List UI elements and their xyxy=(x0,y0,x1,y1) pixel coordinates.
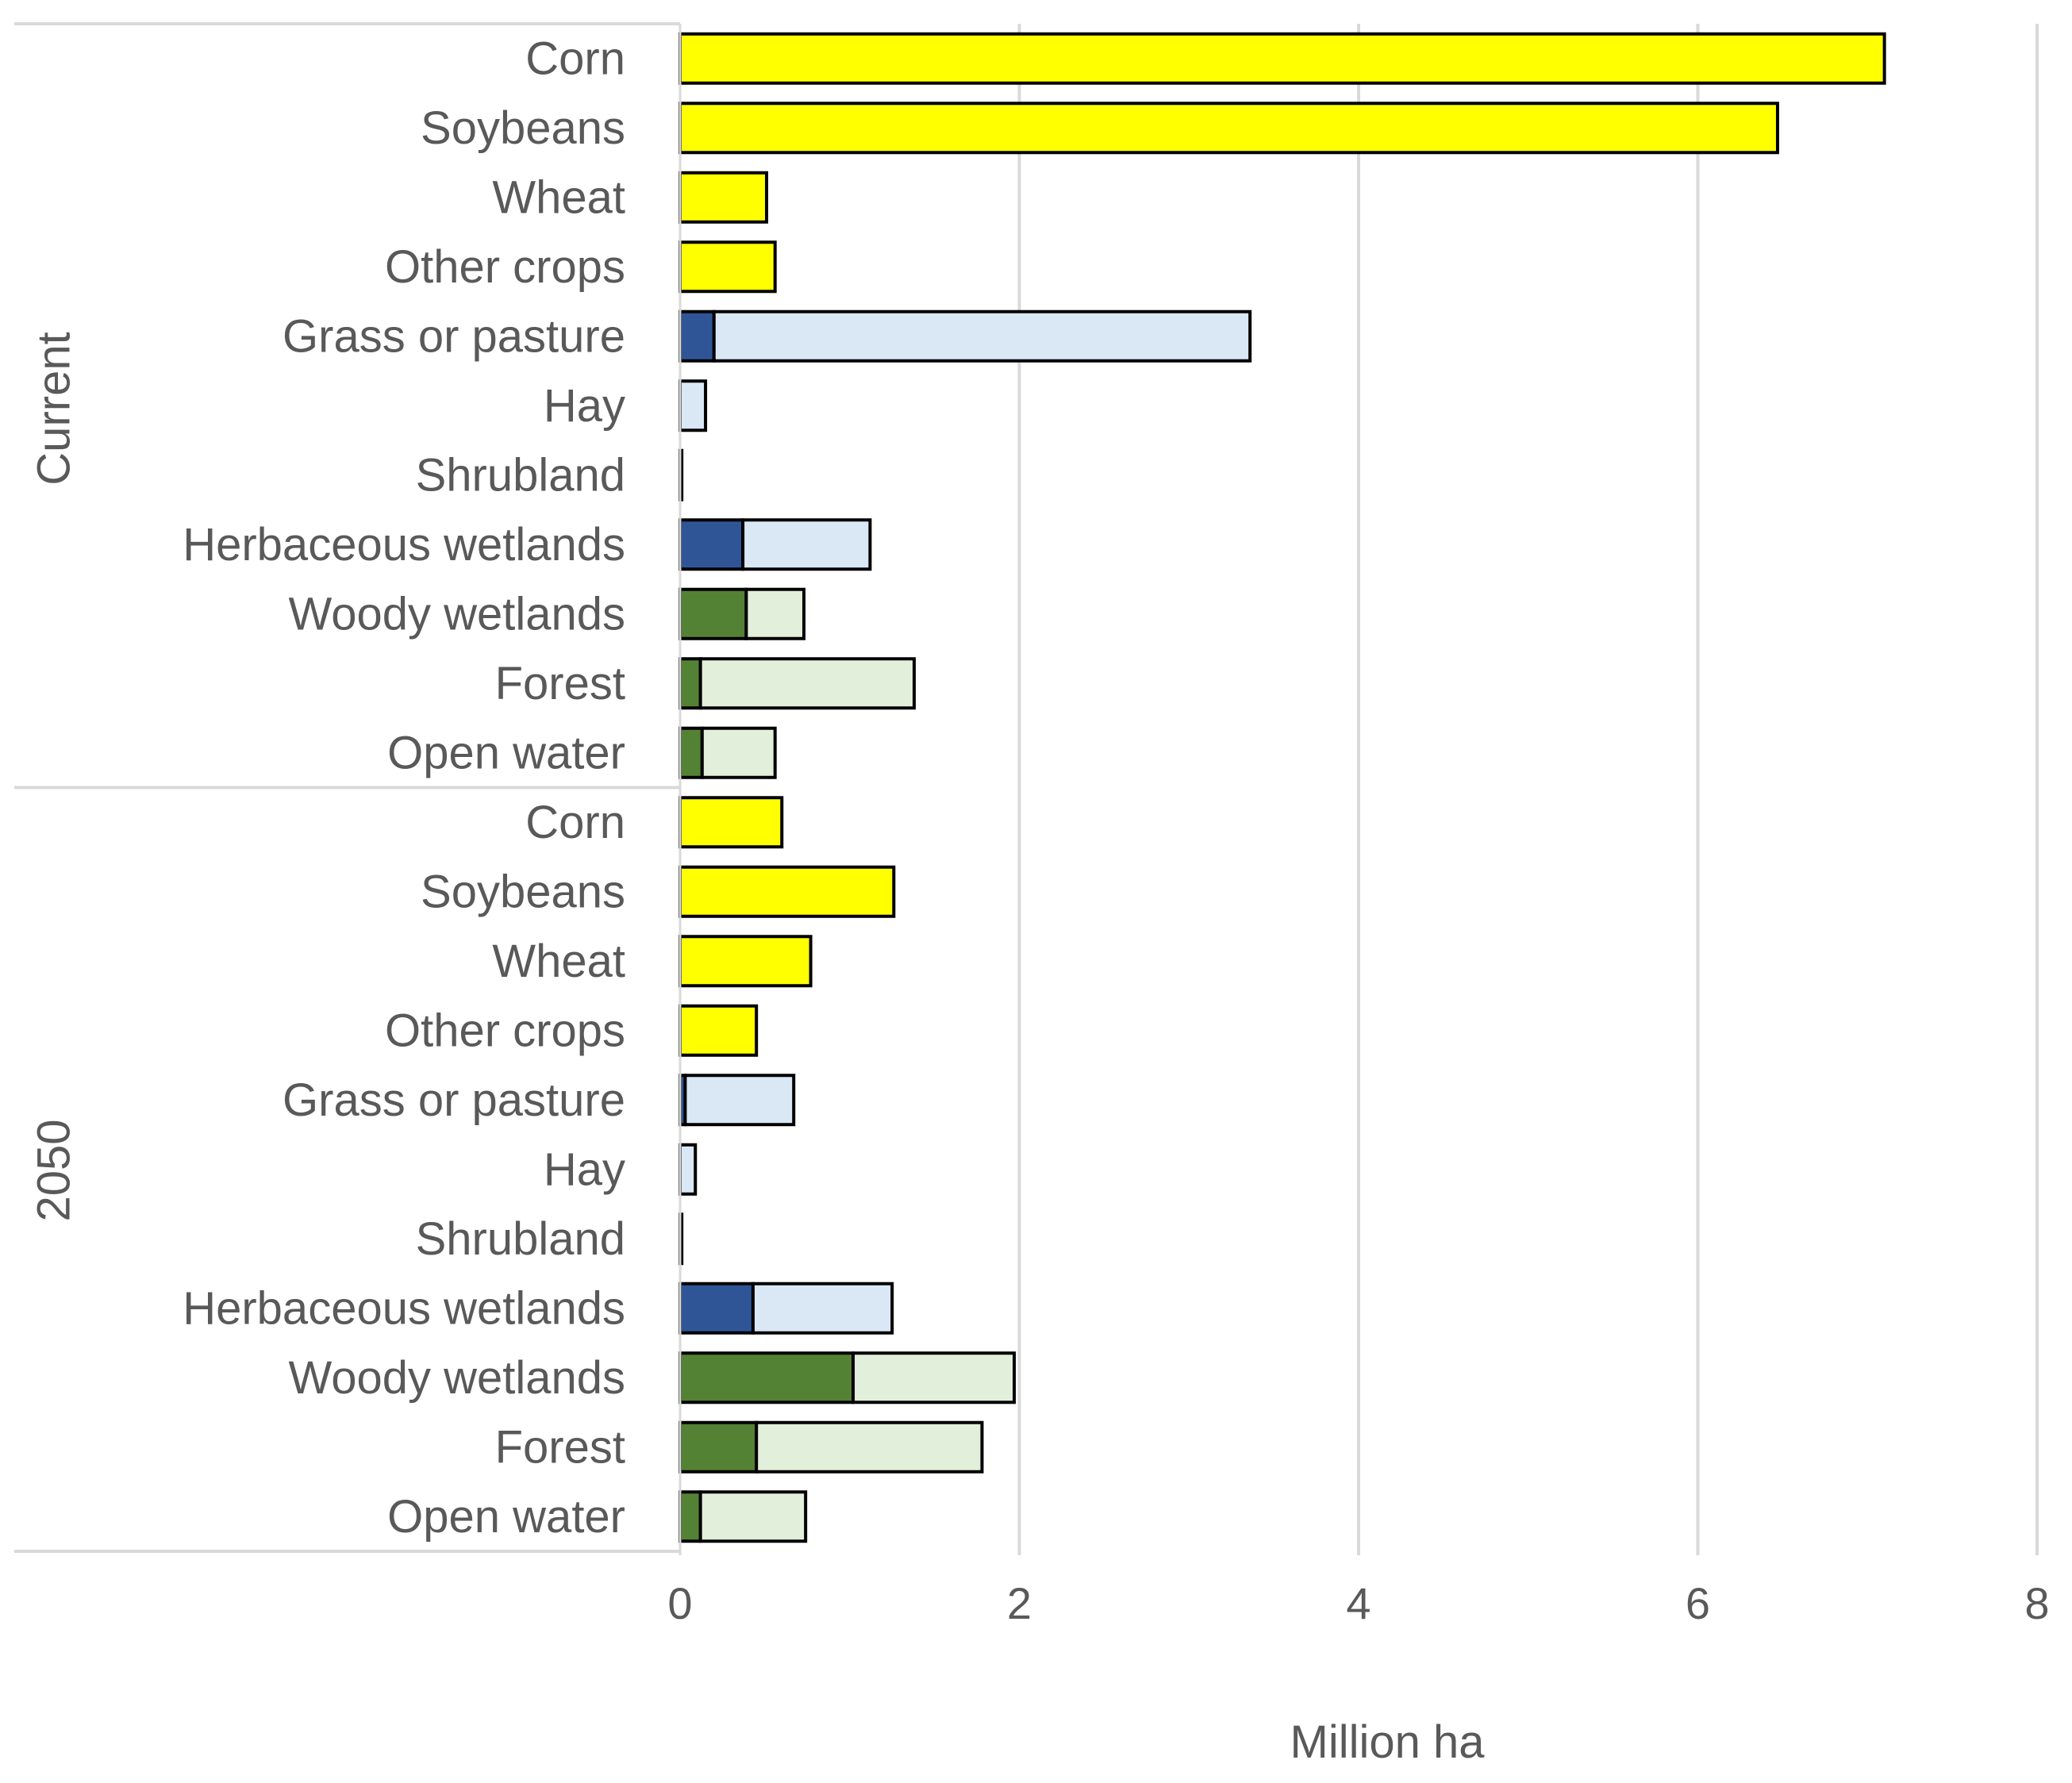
bar-segment-light xyxy=(678,796,784,849)
category-label: Wheat xyxy=(492,936,625,987)
bar-segment-light xyxy=(678,1143,698,1196)
bar-segment-light xyxy=(678,240,777,294)
category-label: Herbaceous wetlands xyxy=(183,1282,625,1334)
x-tick-label: 6 xyxy=(1686,1578,1710,1628)
bar-segment-dark xyxy=(678,1351,855,1404)
category-label: Soybeans xyxy=(421,102,625,154)
bar-segment-dark xyxy=(678,1490,702,1543)
bar-segment-light xyxy=(851,1351,1017,1404)
bar-segment-dark xyxy=(678,587,748,640)
category-label: Other crops xyxy=(385,241,625,293)
category-label: Wheat xyxy=(492,171,625,223)
bar-segment-light xyxy=(678,32,1886,85)
bar-segment-light xyxy=(678,865,896,918)
category-label: Shrubland xyxy=(416,1213,625,1265)
x-tick-labels: 0 2 4 6 8 xyxy=(667,1578,2049,1628)
category-label: Other crops xyxy=(385,1005,625,1056)
x-tick-label: 8 xyxy=(2024,1578,2049,1628)
category-label: Shrubland xyxy=(416,449,625,501)
bar-segment-light xyxy=(678,102,1779,155)
bar-segment-light xyxy=(700,726,777,779)
bar-segment-dark xyxy=(678,657,702,710)
category-label: Open water xyxy=(387,1491,625,1543)
bar-segment-light xyxy=(755,1420,984,1474)
category-label: Woody wetlands xyxy=(289,1352,626,1404)
bar-segment-dark xyxy=(678,1282,755,1335)
bar-segment-light xyxy=(678,171,769,224)
bar-segment-light xyxy=(741,518,872,571)
category-labels: Corn Soybeans Wheat Other crops Grass or pas… xyxy=(183,33,625,1543)
bar-segment-light xyxy=(751,1282,894,1335)
gridlines xyxy=(1017,24,2039,1555)
category-label: Forest xyxy=(495,658,625,709)
x-tick-label: 4 xyxy=(1346,1578,1370,1628)
group-labels: Current 2050 xyxy=(14,22,682,1555)
x-tick-label: 2 xyxy=(1007,1578,1032,1628)
category-label: Grass or pasture xyxy=(283,1074,625,1126)
bar-segment-light xyxy=(744,587,806,640)
group-label: 2050 xyxy=(29,1119,80,1221)
bar-segment-light xyxy=(683,1074,796,1127)
bar-segment-dark xyxy=(678,309,716,363)
category-label: Soybeans xyxy=(421,866,625,917)
category-label: Herbaceous wetlands xyxy=(183,519,625,571)
bar-segment-dark xyxy=(678,1420,759,1474)
bar-segment-dark xyxy=(678,518,745,571)
category-label: Corn xyxy=(525,33,625,84)
bars xyxy=(678,32,1886,1543)
bar-segment-light xyxy=(698,1490,808,1543)
category-label: Hay xyxy=(544,1143,625,1195)
category-label: Grass or pasture xyxy=(283,310,625,362)
group-label: Current xyxy=(29,332,80,485)
category-label: Woody wetlands xyxy=(289,588,626,640)
bar-segment-light xyxy=(712,309,1252,363)
category-label: Forest xyxy=(495,1421,625,1473)
category-label: Hay xyxy=(544,380,625,432)
category-label: Corn xyxy=(525,797,625,848)
x-tick-label: 0 xyxy=(667,1578,692,1628)
category-label: Open water xyxy=(387,727,625,778)
bar-segment-light xyxy=(698,657,916,710)
x-axis-title: Million ha xyxy=(1290,1716,1486,1768)
bar-segment-light xyxy=(678,379,708,432)
bar-segment-light xyxy=(678,1004,759,1057)
bar-segment-dark xyxy=(678,726,704,779)
bar-segment-light xyxy=(678,935,813,988)
